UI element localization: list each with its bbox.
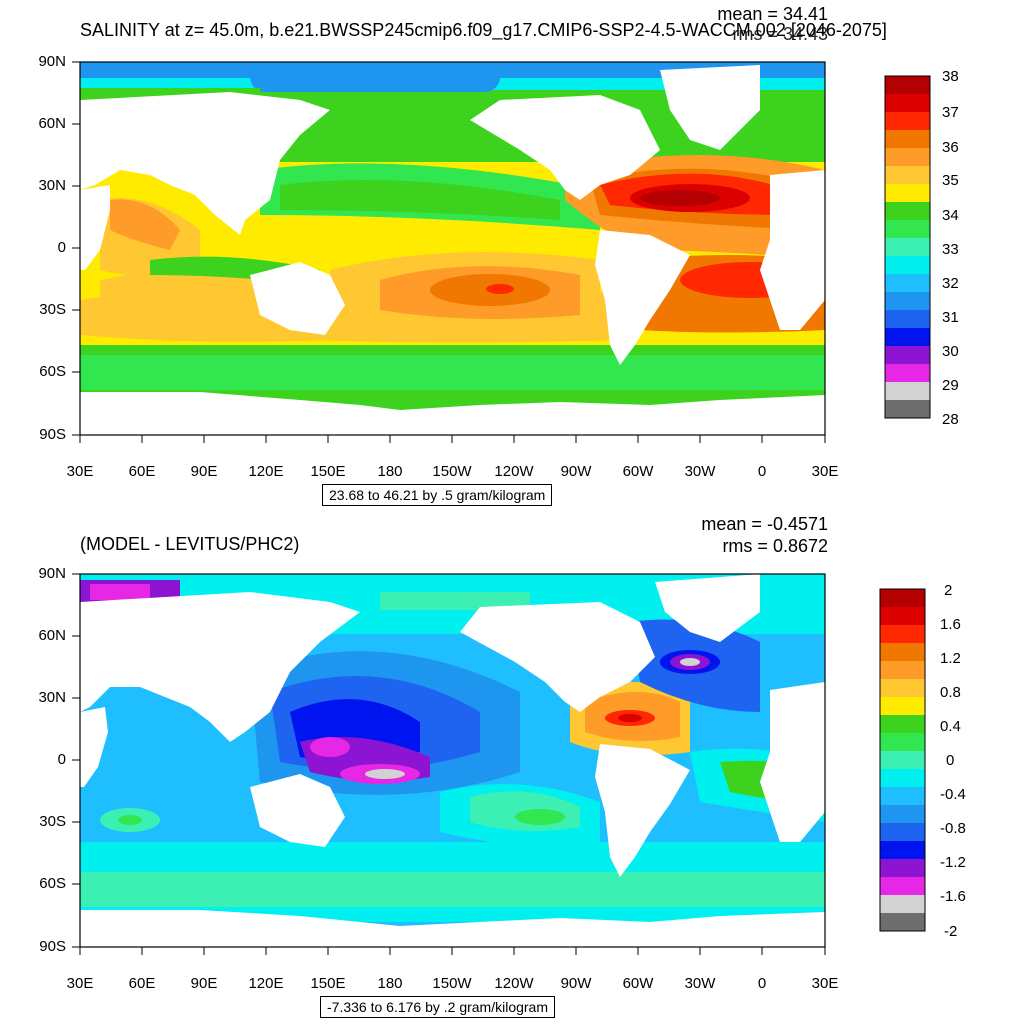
lon-tick: 90E — [190, 975, 218, 992]
rms-label: rms = 34.43 — [732, 24, 828, 44]
lon-tick: 60W — [622, 975, 654, 992]
lon-tick: 150E — [310, 975, 346, 992]
lon-tick: 30W — [684, 463, 716, 480]
lon-tick: 150W — [432, 975, 472, 992]
salinity-map — [72, 61, 931, 443]
mean-label: mean = 34.41 — [717, 4, 828, 24]
colorbar — [884, 75, 931, 419]
lon-tick: 180 — [377, 975, 403, 992]
colorbar-label: -0.8 — [940, 820, 966, 837]
contour-info-box: 23.68 to 46.21 by .5 gram/kilogram — [322, 484, 553, 506]
lon-tick: 30E — [811, 463, 839, 480]
lat-tick: 60N — [38, 627, 66, 644]
colorbar-label: 38 — [942, 68, 959, 85]
panel-title: SALINITY at z= 45.0m, b.e21.BWSSP245cmip… — [80, 20, 887, 40]
lat-tick: 30S — [39, 813, 66, 830]
lon-tick: 30E — [66, 463, 94, 480]
lon-tick: 30W — [684, 975, 716, 992]
salinity-field — [80, 62, 825, 435]
mean-label: mean = -0.4571 — [701, 514, 828, 534]
lon-tick: 120E — [248, 975, 284, 992]
lat-tick: 60S — [39, 363, 66, 380]
lat-tick: 0 — [57, 751, 66, 768]
land-mask — [80, 574, 825, 947]
colorbar-label: 31 — [942, 309, 959, 326]
lon-tick: 0 — [757, 463, 767, 480]
colorbar-label: 35 — [942, 172, 959, 189]
lon-tick: 120W — [494, 975, 534, 992]
colorbar-label: 36 — [942, 139, 959, 156]
colorbar-label: 0 — [946, 752, 955, 769]
lat-tick: 90N — [38, 53, 66, 70]
colorbar-label: 0.8 — [940, 684, 961, 701]
colorbar-label: 34 — [942, 207, 959, 224]
colorbar-label: -1.2 — [940, 854, 966, 871]
colorbar-label: 0.4 — [940, 718, 961, 735]
lat-tick: 30N — [38, 177, 66, 194]
lon-tick: 180 — [377, 463, 403, 480]
colorbar-label: -2 — [944, 923, 958, 940]
lon-tick: 90W — [560, 975, 592, 992]
lon-tick: 150E — [310, 463, 346, 480]
lat-tick: 60S — [39, 875, 66, 892]
colorbar-label: 33 — [942, 241, 959, 258]
lon-tick: 90E — [190, 463, 218, 480]
lat-tick: 90N — [38, 565, 66, 582]
lat-tick: 90S — [39, 938, 66, 955]
lon-tick: 0 — [757, 975, 767, 992]
contour-info-box: -7.336 to 6.176 by .2 gram/kilogram — [320, 996, 556, 1018]
land-mask — [80, 65, 825, 435]
lon-tick: 120W — [494, 463, 534, 480]
lat-tick: 90S — [39, 426, 66, 443]
lon-tick: 60W — [622, 463, 654, 480]
lat-tick: 60N — [38, 115, 66, 132]
map-ticks — [72, 573, 826, 955]
rms-label: rms = 0.8672 — [722, 536, 828, 556]
lat-tick: 30N — [38, 689, 66, 706]
difference-map — [72, 573, 926, 955]
colorbar-label: 29 — [942, 377, 959, 394]
colorbar — [879, 588, 926, 932]
colorbar-label: 2 — [944, 582, 953, 599]
panel-title: (MODEL - LEVITUS/PHC2) — [80, 534, 300, 554]
colorbar-label: 30 — [942, 343, 959, 360]
colorbar-label: 28 — [942, 411, 959, 428]
colorbar-label: -1.6 — [940, 888, 966, 905]
lon-tick: 30E — [66, 975, 94, 992]
lat-tick: 0 — [57, 239, 66, 256]
salinity-panel: SALINITY at z= 45.0m, b.e21.BWSSP245cmip… — [38, 4, 959, 506]
lon-tick: 60E — [128, 975, 156, 992]
map-ticks — [72, 61, 826, 443]
lon-tick: 120E — [248, 463, 284, 480]
lon-tick: 30E — [811, 975, 839, 992]
colorbar-label: 1.6 — [940, 616, 961, 633]
colorbar-label: 32 — [942, 275, 959, 292]
colorbar-label: -0.4 — [940, 786, 966, 803]
difference-field — [80, 574, 825, 947]
colorbar-label: 1.2 — [940, 650, 961, 667]
lon-tick: 150W — [432, 463, 472, 480]
lon-tick: 60E — [128, 463, 156, 480]
colorbar-label: 37 — [942, 104, 959, 121]
lat-tick: 30S — [39, 301, 66, 318]
difference-panel: (MODEL - LEVITUS/PHC2) mean = -0.4571 rm… — [0, 512, 1024, 1024]
lon-tick: 90W — [560, 463, 592, 480]
